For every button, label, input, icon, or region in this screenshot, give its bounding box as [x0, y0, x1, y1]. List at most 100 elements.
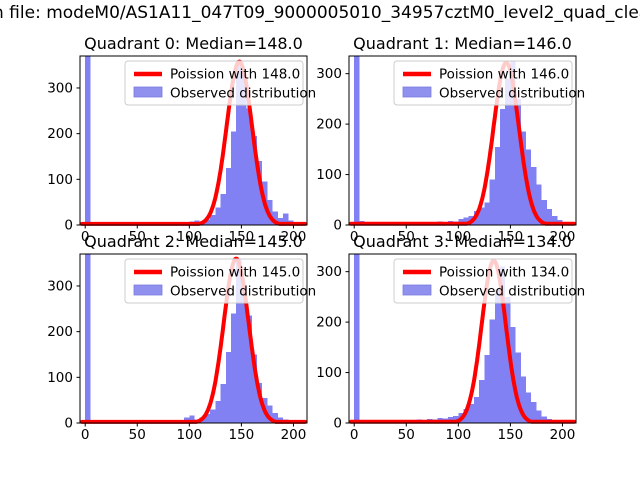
legend: Poission with 148.0 Observed distribution [124, 60, 316, 106]
histogram-bar [225, 352, 231, 423]
poisson-curve [80, 59, 307, 226]
y-tick-label: 100 [316, 365, 342, 381]
x-tick-label: 0 [350, 229, 359, 245]
histogram-bar [257, 161, 263, 225]
histogram-bar [220, 384, 226, 423]
histogram-bar [246, 108, 252, 225]
y-tick-label: 100 [47, 172, 73, 188]
subplot-title: Quadrant 0: Median=148.0 [84, 34, 303, 53]
histogram-bar [531, 167, 537, 225]
histogram-bar [541, 199, 547, 225]
y-tick-label: 0 [333, 218, 342, 234]
histogram-bar [500, 266, 506, 423]
subplot-title: Quadrant 1: Median=146.0 [353, 34, 572, 53]
axes-spines [348, 55, 577, 226]
y-tick-label: 200 [316, 315, 342, 331]
subplot-title: Quadrant 2: Median=145.0 [84, 232, 303, 251]
histogram-bar [236, 258, 242, 423]
y-tick-label: 200 [316, 117, 342, 133]
legend-patch-sample [133, 284, 163, 296]
histogram-bar [210, 409, 216, 423]
y-tick-label: 0 [64, 416, 73, 432]
histogram-bar [526, 392, 532, 423]
figure-title: n file: modeM0/AS1A11_047T09_9000005010_… [0, 3, 640, 23]
histogram-bar [251, 135, 257, 225]
x-tick-label: 200 [550, 229, 576, 245]
histogram-bar [241, 74, 247, 225]
subplot-quadrant-2: 0 50 100 150 200 0 100 200 300 Quadrant 2: Median… [47, 232, 316, 443]
histogram-bar [484, 354, 490, 423]
legend-label-observed: Observed distribution [439, 284, 585, 300]
x-tick-label: 100 [445, 229, 471, 245]
axes-spines [79, 55, 308, 226]
histogram-bar [354, 56, 360, 225]
y-tick-label: 200 [47, 324, 73, 340]
x-tick-label: 200 [281, 427, 307, 443]
histogram-bar [463, 408, 469, 423]
histogram-bar [479, 380, 485, 423]
histogram-bar [468, 403, 474, 423]
histogram-bar [272, 211, 278, 225]
histogram-bar [531, 401, 537, 423]
histogram-bar [85, 254, 91, 423]
subplot-title: Quadrant 3: Median=134.0 [353, 232, 572, 251]
x-tick-label: 0 [81, 427, 90, 443]
histogram-bar [510, 61, 516, 225]
x-tick-label: 150 [229, 427, 255, 443]
legend-patch-sample [133, 86, 163, 98]
histogram-bar [489, 179, 495, 225]
legend-box [393, 258, 573, 304]
y-tick-label: 0 [64, 218, 73, 234]
poisson-curve [349, 60, 576, 226]
y-tick-label: 300 [316, 264, 342, 280]
histogram-bar [85, 56, 91, 225]
histogram-bar [515, 98, 521, 225]
x-tick-label: 50 [129, 229, 146, 245]
legend-label-observed: Observed distribution [170, 86, 316, 102]
legend-patch-sample [402, 284, 432, 296]
axes-spines [79, 253, 308, 424]
y-tick-label: 300 [47, 80, 73, 96]
histogram-bar [354, 254, 360, 423]
histogram-bar [520, 376, 526, 423]
y-tick-label: 0 [333, 416, 342, 432]
subplot-quadrant-1: 0 50 100 150 200 0 100 200 300 Quadrant 1: Median… [316, 34, 585, 245]
legend-label-poisson: Poission with 134.0 [439, 265, 569, 281]
legend-box [124, 60, 304, 106]
histogram-bar [205, 413, 211, 423]
x-tick-label: 50 [398, 229, 415, 245]
histogram-bar [215, 207, 221, 225]
histogram-bar [236, 60, 242, 225]
histogram-bar [231, 313, 237, 423]
x-tick-label: 200 [550, 427, 576, 443]
histogram-bar [205, 219, 211, 225]
histogram-bar [505, 78, 511, 225]
legend-label-poisson: Poission with 146.0 [439, 67, 569, 83]
legend-box [393, 60, 573, 106]
histogram-bar [500, 109, 506, 225]
legend-label-poisson: Poission with 145.0 [170, 265, 300, 281]
histogram-bar [231, 131, 237, 225]
histogram-bar [220, 193, 226, 225]
histogram-bar [494, 146, 500, 225]
legend: Poission with 134.0 Observed distribution [393, 258, 585, 304]
x-tick-label: 150 [229, 229, 255, 245]
subplot-quadrant-0: 0 50 100 150 200 0 100 200 300 Quadrant 0: Median… [47, 34, 316, 245]
histogram-bar [552, 215, 558, 225]
histogram-bar [210, 215, 216, 225]
histogram-bar [463, 217, 469, 225]
histogram-bar [484, 202, 490, 225]
histogram-bar [479, 207, 485, 225]
histogram-bar [515, 352, 521, 423]
histogram-bar [536, 184, 542, 225]
poisson-curve [349, 258, 576, 424]
x-tick-label: 150 [498, 427, 524, 443]
histogram-bar [267, 405, 273, 423]
axes-spines [348, 253, 577, 424]
legend: Poission with 146.0 Observed distribution [393, 60, 585, 106]
histogram-bar [277, 218, 283, 225]
subplot-quadrant-3: 0 50 100 150 200 0 100 200 300 Quadrant 3: Median… [316, 232, 585, 443]
histogram-bar [246, 315, 252, 423]
legend-label-observed: Observed distribution [170, 284, 316, 300]
